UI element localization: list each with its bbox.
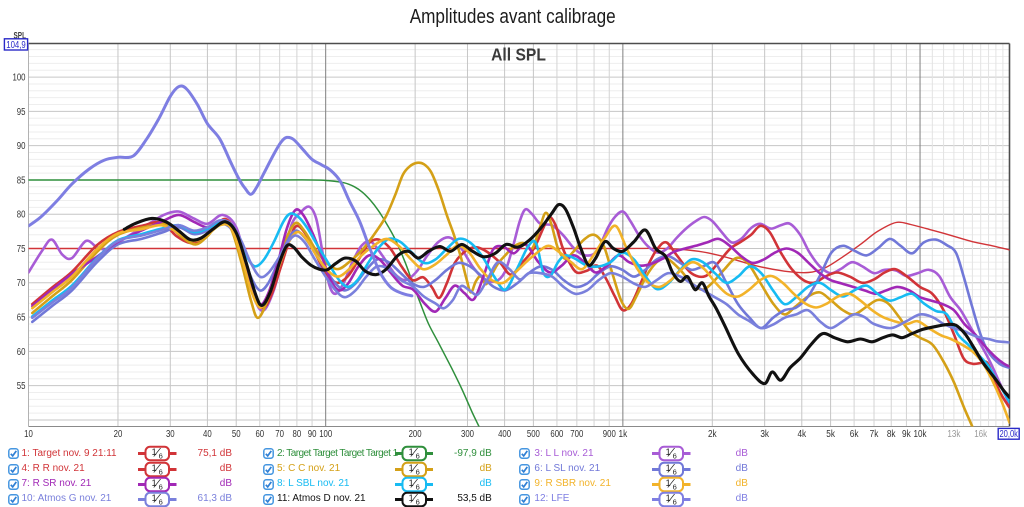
svg-text:Amplitudes avant calibrage: Amplitudes avant calibrage bbox=[410, 6, 616, 28]
svg-text:1⁄6: 1⁄6 bbox=[408, 476, 419, 491]
svg-text:10: 10 bbox=[24, 429, 33, 440]
svg-text:200: 200 bbox=[409, 429, 422, 440]
svg-text:500: 500 bbox=[527, 429, 540, 440]
svg-text:600: 600 bbox=[550, 429, 563, 440]
svg-text:9k: 9k bbox=[902, 429, 911, 440]
svg-text:80: 80 bbox=[293, 429, 302, 440]
svg-text:4k: 4k bbox=[797, 429, 806, 440]
svg-text:90: 90 bbox=[17, 141, 26, 152]
svg-text:1⁄6: 1⁄6 bbox=[666, 461, 677, 476]
svg-text:1⁄6: 1⁄6 bbox=[152, 491, 163, 506]
svg-text:900: 900 bbox=[603, 429, 616, 440]
svg-text:75: 75 bbox=[17, 244, 26, 255]
svg-text:100: 100 bbox=[13, 73, 26, 84]
svg-text:70: 70 bbox=[17, 278, 26, 289]
svg-text:All SPL: All SPL bbox=[491, 45, 546, 65]
svg-text:20,0k: 20,0k bbox=[999, 429, 1018, 440]
svg-text:1⁄6: 1⁄6 bbox=[152, 476, 163, 491]
svg-text:SPL: SPL bbox=[14, 31, 27, 41]
svg-text:1⁄6: 1⁄6 bbox=[408, 446, 419, 461]
svg-text:20: 20 bbox=[114, 429, 123, 440]
svg-text:6k: 6k bbox=[850, 429, 859, 440]
svg-text:70: 70 bbox=[275, 429, 284, 440]
svg-text:10k: 10k bbox=[914, 429, 927, 440]
svg-text:5k: 5k bbox=[826, 429, 835, 440]
svg-text:30: 30 bbox=[166, 429, 175, 440]
svg-text:40: 40 bbox=[203, 429, 212, 440]
svg-text:85: 85 bbox=[17, 175, 26, 186]
svg-text:16k: 16k bbox=[974, 429, 987, 440]
svg-text:700: 700 bbox=[570, 429, 583, 440]
svg-text:104,9: 104,9 bbox=[6, 40, 26, 51]
svg-text:1⁄6: 1⁄6 bbox=[666, 476, 677, 491]
svg-text:300: 300 bbox=[461, 429, 474, 440]
svg-text:1⁄6: 1⁄6 bbox=[408, 461, 419, 476]
svg-text:1⁄6: 1⁄6 bbox=[152, 461, 163, 476]
svg-text:65: 65 bbox=[17, 313, 26, 324]
svg-text:13k: 13k bbox=[947, 429, 960, 440]
svg-text:1⁄6: 1⁄6 bbox=[666, 446, 677, 461]
svg-text:90: 90 bbox=[308, 429, 317, 440]
svg-text:1k: 1k bbox=[619, 429, 628, 440]
svg-text:55: 55 bbox=[17, 381, 26, 392]
svg-text:60: 60 bbox=[255, 429, 264, 440]
svg-text:7k: 7k bbox=[870, 429, 879, 440]
svg-text:100: 100 bbox=[319, 429, 332, 440]
svg-text:50: 50 bbox=[232, 429, 241, 440]
svg-text:1⁄6: 1⁄6 bbox=[408, 491, 419, 506]
svg-text:8k: 8k bbox=[887, 429, 896, 440]
svg-text:1⁄6: 1⁄6 bbox=[152, 446, 163, 461]
svg-text:1⁄6: 1⁄6 bbox=[666, 491, 677, 506]
svg-text:95: 95 bbox=[17, 107, 26, 118]
svg-text:80: 80 bbox=[17, 210, 26, 221]
svg-text:3k: 3k bbox=[760, 429, 769, 440]
svg-text:60: 60 bbox=[17, 347, 26, 358]
svg-text:400: 400 bbox=[498, 429, 511, 440]
svg-text:2k: 2k bbox=[708, 429, 717, 440]
